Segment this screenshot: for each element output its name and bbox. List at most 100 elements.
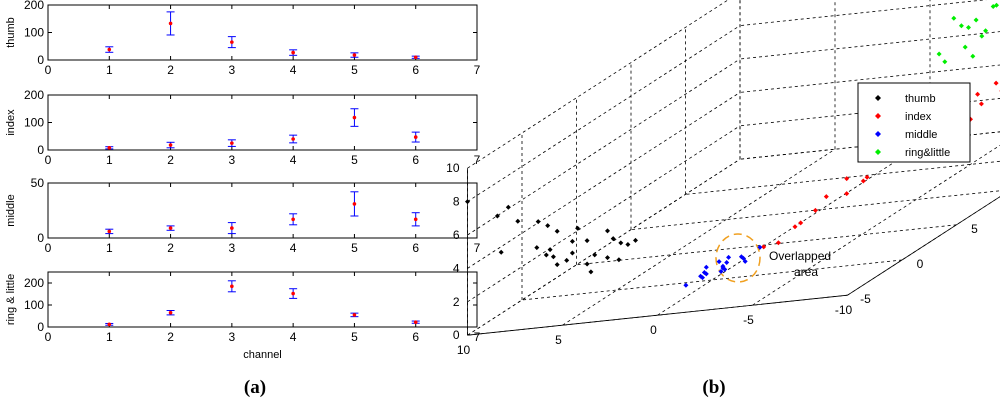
x-tick-label: 6 bbox=[412, 330, 419, 344]
y-axis-label: thumb bbox=[5, 17, 17, 48]
mean-marker bbox=[168, 310, 173, 315]
grid-line bbox=[739, 0, 988, 26]
data-point bbox=[465, 199, 470, 205]
x-tick-label: 3 bbox=[229, 330, 236, 344]
mean-marker bbox=[352, 202, 357, 206]
data-point bbox=[979, 33, 985, 39]
y-tick-label: 200 bbox=[24, 276, 44, 290]
data-point bbox=[792, 224, 798, 230]
data-point bbox=[726, 254, 732, 260]
panel-b-3d-scatter: 02468101050-5-10-505101520Overlappedarea… bbox=[446, 0, 1000, 357]
y-tick-label: 100 bbox=[24, 116, 44, 130]
data-point bbox=[722, 266, 728, 272]
data-point bbox=[742, 258, 748, 264]
x-tick-label: 10 bbox=[457, 343, 471, 357]
data-point bbox=[775, 240, 781, 246]
x-tick-label: 7 bbox=[474, 153, 481, 167]
x-axis-label: channel bbox=[243, 349, 282, 361]
x-tick-label: 2 bbox=[167, 153, 174, 167]
subplot-1: 0 1 2 3 4 5 6 7 0 100 200 index bbox=[5, 88, 481, 167]
data-point bbox=[534, 245, 540, 251]
mean-marker bbox=[107, 47, 112, 52]
data-point bbox=[973, 17, 979, 23]
grid-line bbox=[562, 148, 836, 326]
data-point bbox=[584, 261, 590, 267]
x-tick-label: 3 bbox=[229, 153, 236, 167]
mean-marker bbox=[230, 226, 234, 230]
data-point bbox=[970, 53, 976, 59]
data-point bbox=[633, 237, 638, 243]
y-tick-label: 50 bbox=[31, 176, 45, 190]
data-point bbox=[584, 238, 590, 244]
data-point bbox=[718, 268, 724, 274]
mean-marker bbox=[168, 21, 173, 26]
x-tick-label: 3 bbox=[229, 241, 236, 255]
grid-line bbox=[752, 144, 1000, 306]
data-point bbox=[823, 194, 829, 200]
legend-marker bbox=[875, 95, 881, 101]
grid-line bbox=[739, 64, 1000, 93]
x-tick-label: 7 bbox=[474, 241, 481, 255]
y-axis-label: middle bbox=[5, 194, 17, 226]
data-point bbox=[983, 28, 989, 34]
y-tick-label: 5 bbox=[971, 222, 978, 236]
data-point bbox=[616, 257, 622, 263]
x-tick-label: 4 bbox=[290, 153, 297, 167]
x-tick-label: 2 bbox=[167, 63, 174, 77]
y-tick-label: 0 bbox=[917, 257, 924, 271]
mean-marker bbox=[291, 291, 295, 296]
y-tick-label: 0 bbox=[37, 53, 44, 67]
data-point bbox=[720, 263, 726, 269]
caption-a: (a) bbox=[244, 377, 266, 398]
mean-marker bbox=[168, 143, 173, 147]
data-point bbox=[942, 59, 948, 65]
grid-line bbox=[467, 58, 741, 236]
x-tick-label: 6 bbox=[412, 153, 419, 167]
grid-line bbox=[467, 158, 741, 336]
grid-line bbox=[739, 131, 1000, 160]
mean-marker bbox=[291, 50, 295, 55]
data-point bbox=[625, 242, 631, 248]
legend-label: middle bbox=[905, 129, 937, 141]
data-point bbox=[860, 178, 866, 184]
z-tick-label: 2 bbox=[453, 295, 460, 309]
data-point bbox=[844, 191, 850, 197]
data-point bbox=[716, 259, 722, 265]
grid-line bbox=[739, 98, 1000, 127]
mean-marker bbox=[107, 146, 112, 150]
grid-line bbox=[467, 92, 741, 269]
mean-marker bbox=[413, 55, 418, 60]
data-point bbox=[505, 204, 511, 210]
x-tick-label: 6 bbox=[412, 241, 419, 255]
data-point bbox=[515, 218, 521, 224]
data-point bbox=[564, 257, 570, 263]
x-tick-label: 1 bbox=[106, 63, 113, 77]
overlap-circle bbox=[715, 233, 761, 283]
series-thumb bbox=[465, 199, 638, 275]
data-point bbox=[592, 252, 598, 258]
subplot-frame bbox=[47, 94, 478, 151]
legend-marker bbox=[875, 149, 881, 155]
mean-marker bbox=[168, 226, 173, 230]
data-point bbox=[535, 219, 541, 225]
x-tick-label: 5 bbox=[351, 241, 358, 255]
x-tick-label: 0 bbox=[650, 323, 657, 337]
data-point bbox=[569, 250, 575, 256]
x-tick-label: 1 bbox=[106, 330, 113, 344]
data-point bbox=[554, 228, 560, 234]
legend-label: ring&little bbox=[905, 147, 950, 159]
mean-marker bbox=[230, 40, 234, 44]
grid-line bbox=[685, 160, 1000, 195]
subplot-0: 0 1 2 3 4 5 6 7 0 100 200 thumb bbox=[5, 0, 481, 77]
mean-marker bbox=[107, 322, 112, 327]
data-point bbox=[569, 238, 575, 244]
data-point bbox=[812, 207, 818, 213]
z-tick-label: 0 bbox=[453, 328, 460, 342]
data-point bbox=[761, 244, 767, 250]
x-tick-label: 2 bbox=[167, 330, 174, 344]
grid-line bbox=[630, 190, 1000, 230]
